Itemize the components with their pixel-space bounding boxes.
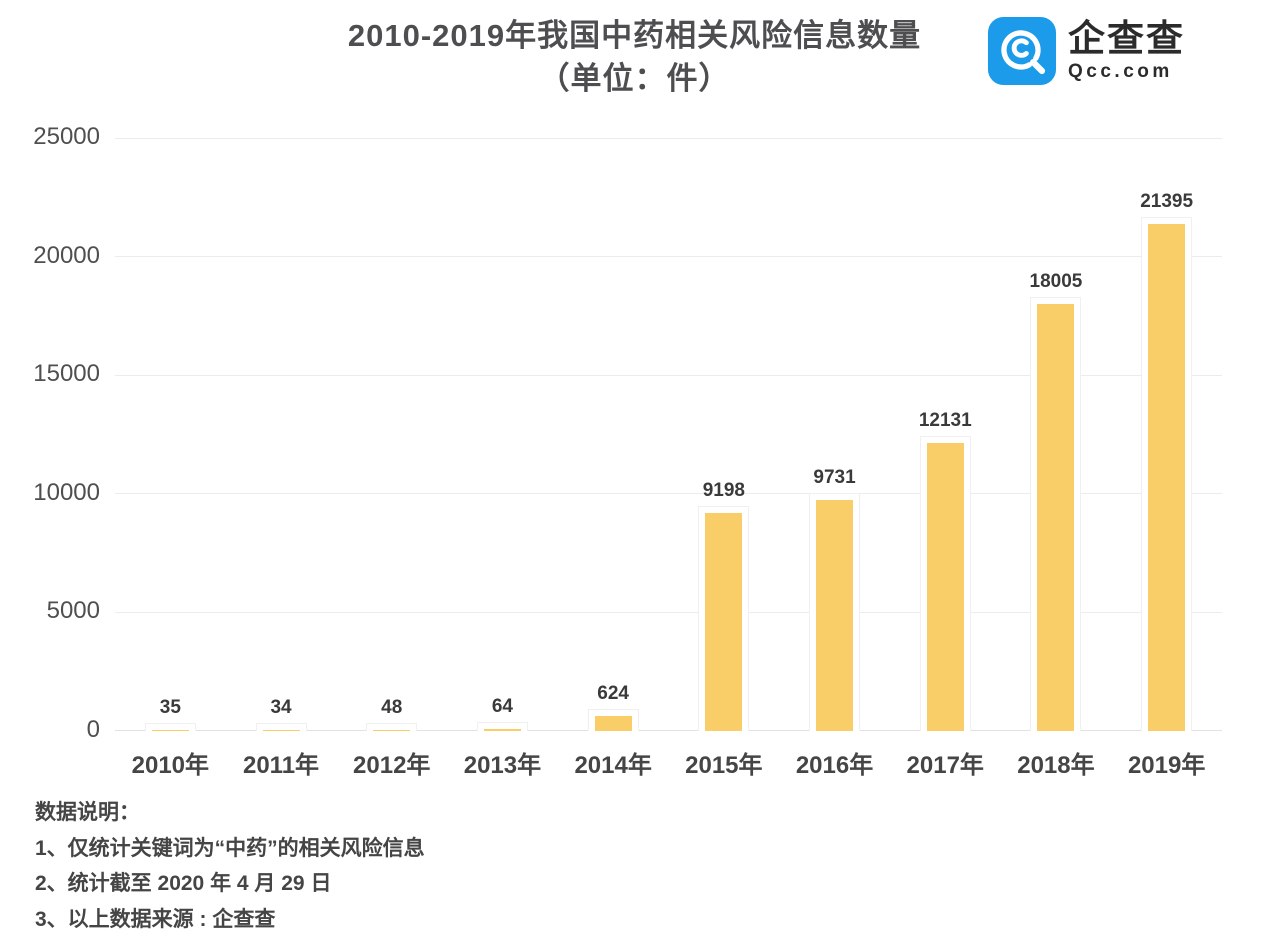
note-line: 1、仅统计关键词为“中药”的相关风险信息 <box>35 836 425 860</box>
chart-title: 2010-2019年我国中药相关风险信息数量 （单位：件） <box>0 14 1269 100</box>
y-tick-label: 5000 <box>46 597 100 625</box>
gridline <box>115 374 1222 376</box>
bar <box>816 500 854 731</box>
gridline <box>115 730 1222 731</box>
bar-value-label: 12131 <box>918 410 972 432</box>
bar-value-label: 35 <box>159 697 181 718</box>
bar <box>483 729 521 731</box>
x-tick-label: 2013年 <box>463 752 542 779</box>
y-tick-label: 0 <box>86 716 100 743</box>
bar-value-label: 9731 <box>813 467 856 489</box>
qcc-logo-text: 企查查 Qcc.com <box>1068 18 1185 84</box>
qcc-logo: 企查查 Qcc.com <box>987 16 1185 86</box>
x-tick-label: 2016年 <box>795 752 874 779</box>
gridline <box>115 138 1222 139</box>
chart-title-line2: （单位：件） <box>538 61 731 96</box>
x-tick-label: 2011年 <box>242 752 320 779</box>
bar-value-label: 624 <box>597 683 629 705</box>
note-line: 3、以上数据来源 : 企查查 <box>35 907 276 931</box>
bar-chart: 0 5000 10000 15000 20000 25000 35 34 48 64 624 919… <box>0 123 1269 818</box>
y-tick-label: 15000 <box>33 360 100 388</box>
x-axis: 2010年 2011年 2012年 2013年 2014年 2015年 2016年 2017年… <box>115 745 1222 779</box>
qcc-logo-name: 企查查 <box>1068 18 1185 59</box>
chart-title-line1: 2010-2019年我国中药相关风险信息数量 <box>347 18 922 53</box>
y-tick-label: 10000 <box>33 478 100 506</box>
bar <box>151 730 189 731</box>
notes-heading: 数据说明： <box>35 801 140 824</box>
bar-value-label: 48 <box>381 696 403 718</box>
gridline <box>115 611 1222 613</box>
y-tick-label: 25000 <box>33 123 100 150</box>
bar-value-label: 9198 <box>702 479 745 501</box>
bar-value-label: 64 <box>491 696 513 718</box>
note-line: 2、统计截至 2020 年 4 月 29 日 <box>35 872 332 895</box>
y-tick-label: 20000 <box>33 241 100 269</box>
x-tick-label: 2012年 <box>353 752 431 779</box>
x-tick-label: 2014年 <box>574 752 652 779</box>
bar <box>373 729 411 731</box>
bar-value-label: 21395 <box>1140 190 1194 212</box>
x-tick-label: 2017年 <box>906 752 984 779</box>
x-tick-label: 2019年 <box>1127 752 1206 779</box>
bar <box>1037 303 1075 731</box>
qcc-magnifier-icon <box>987 16 1057 86</box>
gridline <box>115 493 1222 495</box>
bar <box>594 716 632 731</box>
x-tick-label: 2015年 <box>685 752 763 779</box>
bar <box>926 443 964 731</box>
x-tick-label: 2010年 <box>131 752 210 779</box>
gridline <box>115 256 1222 258</box>
bar-value-label: 34 <box>270 697 292 718</box>
notes: 数据说明： 1、仅统计关键词为“中药”的相关风险信息 2、统计截至 2020 年… <box>35 795 425 937</box>
y-axis: 0 5000 10000 15000 20000 25000 <box>0 123 100 743</box>
bar <box>262 730 300 731</box>
bar <box>705 512 743 731</box>
plot-area: 35 34 48 64 624 9198 9731 12131 18005 21395 <box>115 138 1222 731</box>
x-tick-label: 2018年 <box>1017 752 1095 779</box>
bar-value-label: 18005 <box>1029 270 1083 292</box>
bar <box>1148 223 1186 731</box>
qcc-logo-domain: Qcc.com <box>1068 61 1173 82</box>
